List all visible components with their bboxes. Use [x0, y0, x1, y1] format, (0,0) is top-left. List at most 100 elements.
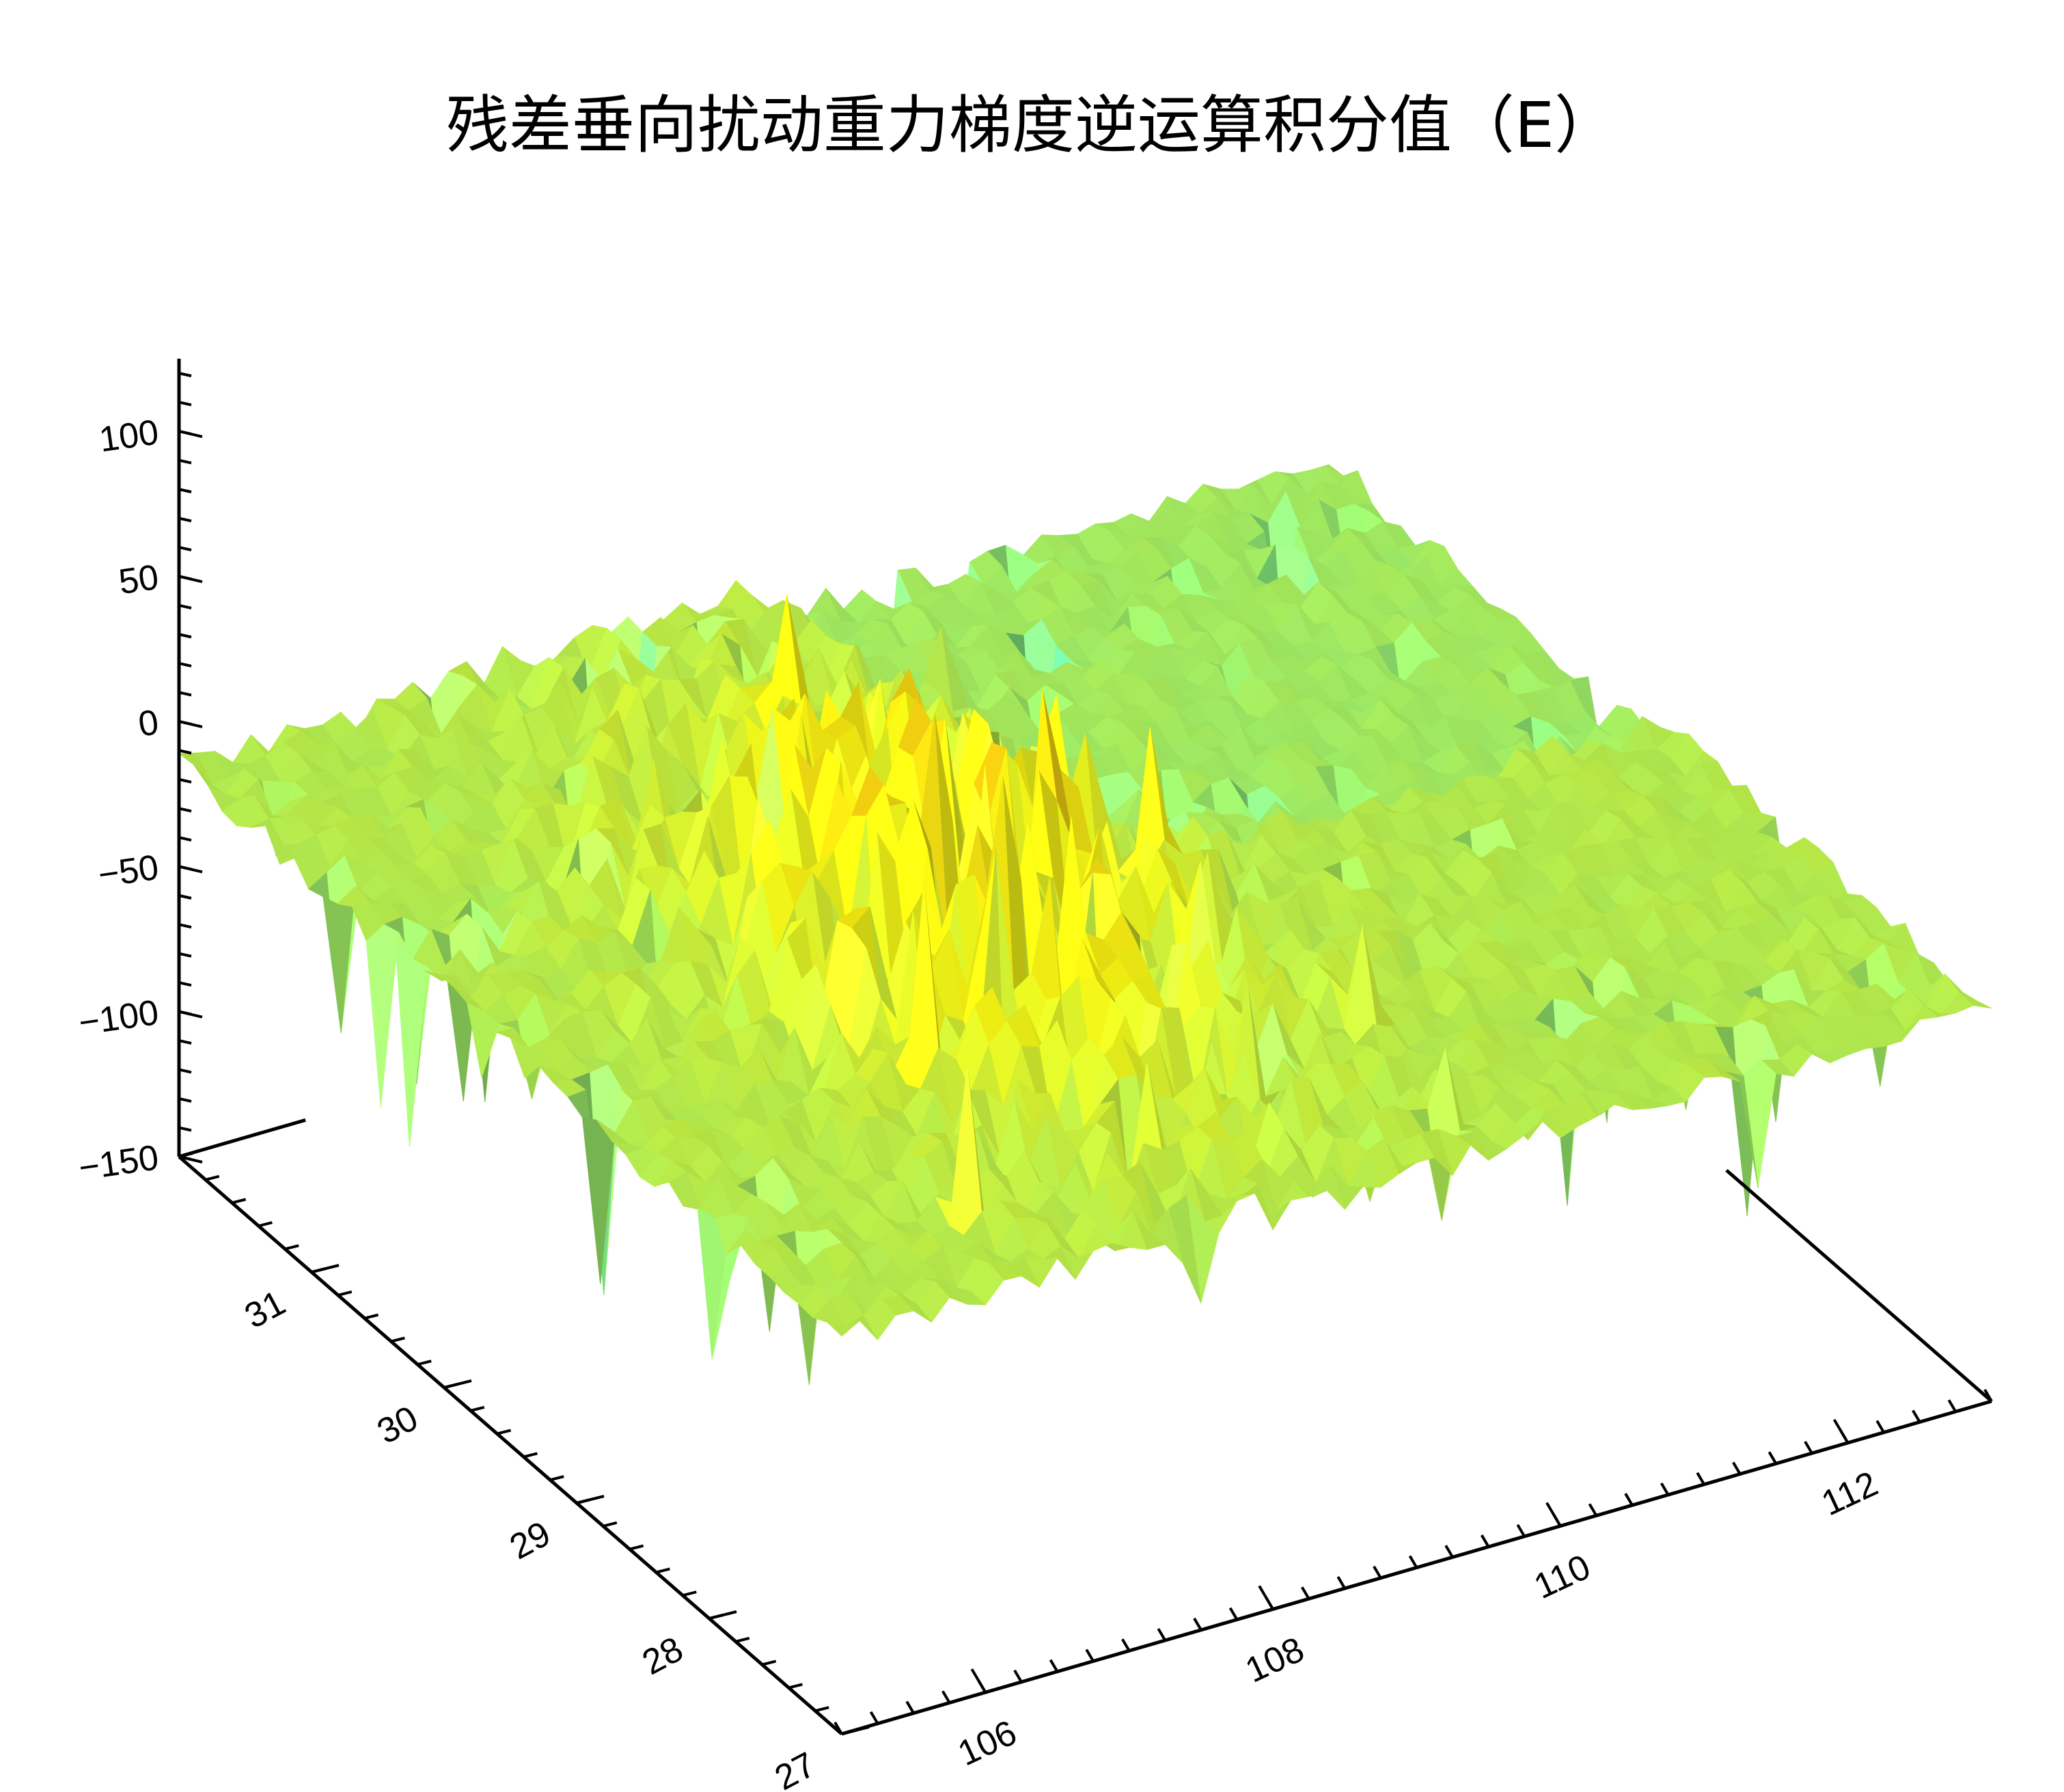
surface-facet: [366, 924, 399, 1107]
x-minor-tick: [1157, 1628, 1167, 1642]
x-minor-tick: [1839, 1430, 1849, 1444]
y-minor-tick: [364, 1313, 379, 1320]
y-minor-tick: [629, 1544, 644, 1551]
z-minor-tick: [178, 1126, 192, 1132]
z-minor-tick: [178, 516, 192, 523]
z-minor-tick: [178, 458, 192, 465]
chart-title: 残差垂向扰动重力梯度逆运算积分值（E）: [446, 89, 1617, 162]
x-minor-tick: [1983, 1388, 1993, 1403]
x-minor-tick: [1085, 1649, 1095, 1662]
surface-mesh: [178, 464, 1992, 1386]
x-minor-tick: [1696, 1472, 1705, 1485]
z-tick-label: 0: [136, 702, 161, 744]
y-minor-tick: [576, 1498, 591, 1504]
x-minor-tick: [1228, 1607, 1239, 1621]
x-minor-tick: [1300, 1586, 1310, 1600]
y-minor-tick: [417, 1360, 432, 1366]
x-minor-tick: [1875, 1420, 1885, 1433]
x-minor-tick: [1121, 1638, 1131, 1652]
z-tick-label: −150: [77, 1138, 161, 1188]
x-minor-tick: [941, 1690, 951, 1704]
y-minor-tick: [311, 1267, 326, 1273]
y-minor-tick: [470, 1405, 485, 1412]
x-minor-tick: [869, 1711, 879, 1724]
y-tick-label: 27: [769, 1745, 822, 1792]
z-minor-tick: [178, 1097, 192, 1103]
back-floor-edge: [178, 1118, 306, 1159]
z-minor-tick: [178, 1068, 192, 1074]
z-minor-tick: [178, 1010, 192, 1016]
z-minor-tick: [178, 981, 192, 987]
z-minor-tick: [178, 430, 192, 436]
y-minor-tick: [338, 1290, 353, 1297]
x-minor-tick: [1013, 1669, 1023, 1683]
x-tick-label: 106: [952, 1713, 1023, 1774]
z-tick-label: 100: [97, 413, 161, 460]
z-minor-tick: [178, 604, 192, 609]
x-minor-tick: [1767, 1451, 1778, 1465]
y-tick-label: 30: [371, 1398, 424, 1452]
y-minor-tick: [443, 1383, 458, 1389]
x-minor-tick: [977, 1680, 987, 1694]
y-tick-label: 29: [504, 1514, 557, 1567]
x-minor-tick: [1480, 1534, 1490, 1548]
z-minor-tick: [178, 836, 192, 842]
x-tick-label: 108: [1239, 1629, 1310, 1690]
z-minor-tick: [178, 807, 192, 813]
surface-facet: [394, 939, 428, 1148]
y-minor-tick: [762, 1659, 777, 1666]
y-tick-label: 28: [636, 1629, 689, 1683]
z-minor-tick: [178, 372, 192, 378]
x-minor-tick: [1444, 1545, 1454, 1558]
y-minor-tick: [258, 1221, 273, 1228]
x-minor-tick: [1660, 1482, 1670, 1495]
surface-facet: [827, 1321, 860, 1337]
y-minor-tick: [205, 1174, 220, 1181]
y-minor-tick: [788, 1683, 803, 1690]
z-minor-tick: [178, 894, 192, 900]
y-minor-tick: [549, 1475, 564, 1482]
y-minor-tick: [603, 1521, 618, 1528]
x-minor-tick: [1947, 1399, 1957, 1413]
y-axis-line: [178, 1155, 843, 1735]
z-minor-tick: [178, 691, 192, 697]
x-minor-tick: [1336, 1575, 1347, 1589]
z-minor-tick: [178, 662, 192, 667]
z-minor-tick: [178, 1039, 192, 1045]
y-minor-tick: [178, 1152, 193, 1158]
z-minor-tick: [178, 777, 192, 784]
y-tick-label: 31: [238, 1283, 292, 1336]
z-tick-label: −100: [77, 993, 161, 1043]
z-minor-tick: [178, 923, 192, 929]
x-minor-tick: [1193, 1617, 1202, 1631]
x-minor-tick: [1732, 1461, 1742, 1475]
z-tick-label: 50: [116, 557, 161, 602]
y-minor-tick: [682, 1590, 697, 1597]
x-minor-tick: [1408, 1555, 1418, 1569]
x-minor-tick: [1516, 1524, 1526, 1537]
z-minor-tick: [178, 952, 192, 958]
y-minor-tick: [655, 1567, 670, 1574]
z-minor-tick: [178, 575, 192, 581]
x-minor-tick: [905, 1700, 915, 1714]
z-minor-tick: [178, 719, 192, 726]
y-minor-tick: [390, 1336, 405, 1343]
y-minor-tick: [284, 1244, 299, 1251]
y-minor-tick: [232, 1198, 247, 1204]
y-minor-tick: [497, 1429, 512, 1435]
y-minor-tick: [841, 1729, 856, 1735]
z-minor-tick: [178, 749, 192, 755]
right-floor-edge: [1725, 1169, 1993, 1403]
x-tick-label: 112: [1816, 1464, 1884, 1524]
z-tick-label: −50: [96, 848, 161, 896]
z-minor-tick: [178, 546, 192, 552]
y-minor-tick: [523, 1452, 538, 1459]
x-minor-tick: [1049, 1659, 1059, 1672]
axes: −150 −100 −50 0 50 100 27 28 29 30 31 106 108 110 112: [77, 359, 1993, 1792]
y-minor-tick: [814, 1706, 829, 1713]
x-minor-tick: [1624, 1493, 1634, 1506]
z-minor-tick: [178, 488, 192, 494]
x-tick-label: 110: [1528, 1547, 1597, 1607]
x-minor-tick: [834, 1721, 843, 1735]
y-minor-tick: [708, 1614, 724, 1620]
